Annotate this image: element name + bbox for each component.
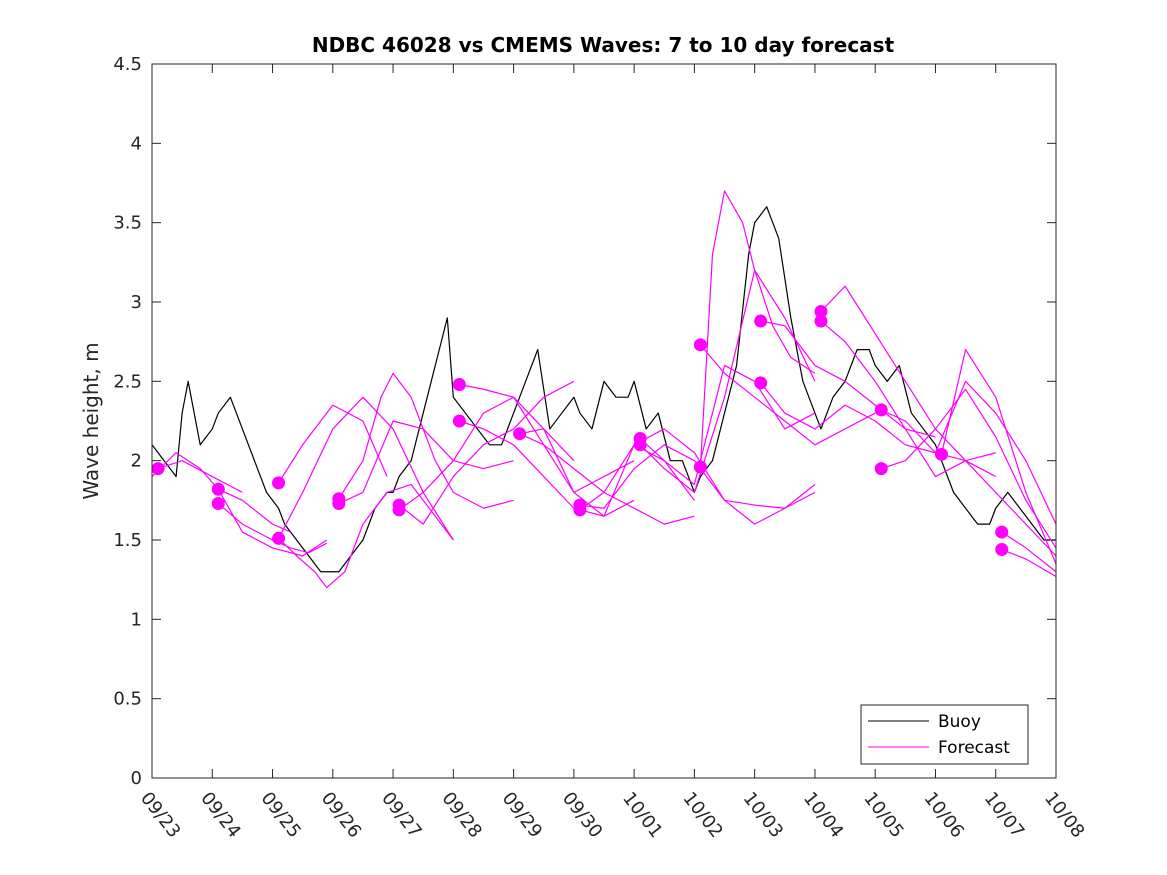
forecast-start-marker [754, 314, 768, 328]
forecast-start-marker [332, 497, 346, 511]
axes-background [152, 64, 1056, 778]
forecast-start-markers [151, 305, 1009, 557]
forecast-line-29 [940, 349, 1057, 565]
forecast-line-5 [278, 404, 388, 484]
forecast-line-26 [880, 380, 1057, 525]
legend-box [860, 704, 1029, 765]
forecast-start-marker [272, 476, 286, 490]
forecast-start-marker [995, 543, 1009, 557]
forecast-start-marker [573, 503, 587, 517]
forecast-start-marker [211, 497, 225, 511]
forecast-line-19 [639, 269, 816, 493]
forecast-start-marker [452, 378, 466, 392]
forecast-line-23 [760, 382, 936, 454]
forecast-line-18 [639, 364, 816, 486]
forecast-start-marker [151, 462, 165, 476]
y-tick-label: 0.5 [113, 689, 142, 710]
legend: Buoy Forecast [860, 704, 1029, 765]
forecast-series-group [151, 190, 1057, 589]
forecast-line-27 [881, 388, 1057, 549]
forecast-start-marker [452, 414, 466, 428]
y-tick-label: 3 [131, 292, 142, 313]
forecast-line-1 [157, 460, 243, 493]
forecast-start-marker [693, 460, 707, 474]
forecast-line-30 [1001, 531, 1057, 573]
forecast-start-marker [693, 338, 707, 352]
forecast-start-marker [874, 462, 888, 476]
forecast-start-marker [272, 531, 286, 545]
forecast-start-marker [814, 305, 828, 319]
y-tick-label: 2 [131, 451, 142, 472]
y-tick-label: 0 [131, 768, 142, 789]
y-tick-label: 4 [131, 133, 142, 154]
forecast-line-16 [579, 444, 816, 525]
y-tick-label: 1.5 [113, 530, 142, 551]
forecast-start-marker [874, 403, 888, 417]
forecast-start-marker [211, 482, 225, 496]
y-axis-label: Wave height, m [79, 342, 103, 499]
buoy-series [151, 206, 1056, 573]
forecast-line-20 [699, 190, 816, 468]
chart-title: NDBC 46028 vs CMEMS Waves: 7 to 10 day f… [312, 33, 895, 57]
y-tick-label: 4.5 [113, 54, 142, 75]
forecast-line-28 [941, 453, 1057, 557]
y-tick-label: 3.5 [113, 213, 142, 234]
forecast-line-21 [699, 344, 876, 446]
legend-buoy-label: Buoy [938, 712, 981, 732]
forecast-start-marker [392, 503, 406, 517]
forecast-line-17 [579, 428, 816, 511]
forecast-line-6 [278, 483, 454, 589]
forecast-start-marker [995, 525, 1009, 539]
forecast-start-marker [814, 314, 828, 328]
y-tick-label: 1 [131, 609, 142, 630]
forecast-start-marker [754, 376, 768, 390]
forecast-line-10 [398, 380, 575, 525]
forecast-start-marker [633, 438, 647, 452]
forecast-line-8 [338, 372, 514, 509]
buoy-line [151, 206, 1056, 573]
forecast-start-marker [934, 447, 948, 461]
forecast-start-marker [513, 427, 527, 441]
forecast-line-31 [1001, 548, 1057, 578]
legend-forecast-label: Forecast [938, 738, 1010, 758]
plot-area [152, 64, 1056, 778]
forecast-line-9 [338, 420, 514, 505]
axes-frame [151, 63, 1057, 779]
y-tick-label: 2.5 [113, 371, 142, 392]
